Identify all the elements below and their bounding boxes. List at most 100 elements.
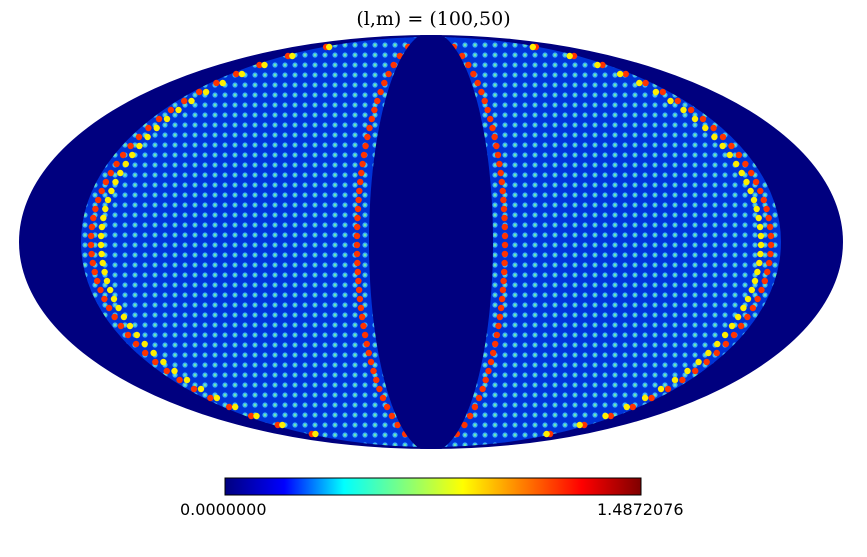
outer-ridge-dot-right: [679, 376, 686, 384]
outer-ridge-glow-left: [101, 268, 108, 276]
inner-ridge-dot-left: [383, 403, 391, 411]
inner-ridge-dot-right: [497, 169, 504, 177]
outer-ridge-dot-left: [213, 79, 220, 87]
inner-ridge-dot-left: [381, 79, 388, 87]
outer-ridge-glow-right: [691, 115, 699, 123]
inner-ridge-dot-right: [478, 88, 485, 96]
outer-ridge-glow-right: [714, 340, 721, 348]
outer-ridge-glow-left: [326, 43, 333, 51]
inner-ridge-dot-left: [365, 349, 372, 357]
inner-ridge-dot-left: [377, 88, 384, 96]
inner-ridge-dot-right: [485, 367, 492, 375]
inner-ridge-dot-right: [461, 421, 468, 429]
outer-ridge-glow-left: [238, 70, 246, 78]
outer-ridge-glow-right: [602, 412, 609, 420]
outer-ridge-dot-right: [629, 403, 636, 411]
outer-ridge-glow-right: [641, 394, 649, 402]
inner-ridge-dot-right: [498, 178, 505, 186]
outer-ridge-glow-left: [98, 223, 106, 231]
inner-ridge-dot-right: [501, 259, 508, 267]
colorbar: [224, 477, 642, 496]
inner-ridge-dot-right: [474, 79, 481, 87]
outer-ridge-dot-right: [730, 331, 738, 339]
outer-ridge-glow-left: [312, 430, 319, 438]
colorbar-min-label: 0.0000000: [180, 500, 267, 519]
outer-ridge-glow-left: [150, 349, 157, 357]
inner-ridge-dot-right: [499, 286, 507, 294]
outer-ridge-glow-left: [133, 331, 141, 339]
inner-ridge-dot-right: [501, 268, 508, 276]
outer-ridge-dot-right: [767, 232, 775, 240]
outer-ridge-glow-right: [576, 421, 583, 429]
outer-ridge-dot-left: [142, 349, 149, 357]
outer-ridge-glow-left: [197, 385, 205, 393]
outer-ridge-glow-left: [129, 151, 136, 159]
outer-ridge-dot-right: [749, 304, 757, 312]
inner-ridge-dot-right: [475, 394, 483, 402]
outer-ridge-glow-right: [702, 124, 709, 132]
outer-ridge-dot-right: [719, 133, 727, 141]
outer-ridge-glow-right: [734, 313, 742, 321]
outer-ridge-dot-left: [97, 286, 104, 294]
outer-ridge-dot-right: [713, 349, 720, 357]
outer-ridge-dot-left: [233, 70, 240, 78]
outer-ridge-dot-right: [757, 187, 764, 195]
outer-ridge-glow-left: [175, 106, 182, 114]
outer-ridge-glow-left: [108, 187, 115, 195]
outer-ridge-dot-right: [722, 340, 730, 348]
outer-ridge-dot-left: [152, 358, 159, 366]
outer-ridge-glow-left: [289, 52, 296, 60]
outer-ridge-glow-right: [721, 331, 729, 339]
inner-ridge-dot-left: [367, 358, 375, 366]
outer-ridge-glow-left: [98, 250, 105, 258]
inner-ridge-dot-right: [499, 187, 506, 195]
outer-ridge-glow-left: [112, 178, 119, 186]
outer-ridge-dot-left: [88, 223, 96, 231]
outer-ridge-glow-left: [107, 286, 114, 294]
outer-ridge-glow-left: [104, 196, 112, 204]
outer-ridge-dot-left: [145, 124, 152, 132]
inner-ridge-dot-right: [479, 385, 486, 393]
inner-ridge-dot-left: [358, 313, 366, 321]
outer-ridge-glow-right: [748, 286, 755, 294]
outer-ridge-glow-left: [110, 295, 118, 303]
inner-ridge-dot-left: [359, 160, 366, 168]
outer-ridge-glow-right: [757, 232, 765, 240]
outer-ridge-dot-right: [761, 277, 768, 285]
outer-ridge-dot-left: [98, 187, 105, 195]
outer-ridge-dot-left: [92, 205, 99, 213]
inner-ridge-dot-left: [357, 178, 364, 186]
outer-ridge-dot-left: [117, 322, 125, 330]
inner-ridge-dot-right: [465, 61, 472, 69]
outer-ridge-glow-right: [680, 106, 687, 114]
outer-ridge-glow-left: [213, 394, 221, 402]
outer-ridge-dot-right: [760, 196, 767, 204]
outer-ridge-glow-right: [529, 43, 536, 51]
outer-ridge-glow-left: [99, 259, 106, 267]
outer-ridge-dot-right: [692, 367, 699, 375]
inner-ridge-dot-left: [353, 232, 361, 240]
inner-ridge-dot-left: [385, 70, 392, 78]
inner-ridge-dot-right: [481, 97, 488, 105]
inner-ridge-dot-right: [501, 241, 509, 249]
outer-ridge-glow-right: [667, 97, 674, 105]
outer-ridge-dot-right: [765, 214, 772, 222]
inner-ridge-dot-left: [361, 331, 369, 339]
outer-ridge-glow-right: [566, 52, 573, 60]
outer-ridge-glow-right: [594, 61, 601, 69]
outer-ridge-dot-right: [766, 223, 774, 231]
outer-ridge-glow-right: [757, 241, 765, 249]
outer-ridge-glow-right: [636, 79, 643, 87]
outer-ridge-glow-left: [115, 304, 122, 312]
outer-ridge-glow-right: [747, 187, 754, 195]
outer-ridge-dot-left: [163, 367, 170, 375]
outer-ridge-glow-left: [171, 367, 178, 375]
inner-ridge-dot-right: [498, 295, 506, 303]
outer-ridge-glow-right: [623, 403, 630, 411]
inner-ridge-dot-right: [494, 151, 502, 159]
inner-ridge-dot-left: [355, 196, 362, 204]
inner-ridge-dot-right: [497, 304, 505, 312]
inner-ridge-dot-left: [354, 259, 361, 267]
outer-ridge-dot-right: [737, 322, 745, 330]
